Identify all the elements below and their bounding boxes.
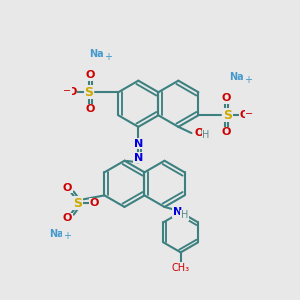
- Text: +: +: [244, 75, 252, 85]
- Text: S: S: [85, 86, 94, 99]
- Text: Na: Na: [230, 72, 244, 82]
- Text: N: N: [134, 153, 143, 163]
- Text: Na: Na: [49, 229, 63, 239]
- Text: O: O: [194, 128, 204, 138]
- Text: +: +: [103, 52, 112, 62]
- Text: N: N: [134, 139, 143, 149]
- Text: +: +: [63, 231, 71, 241]
- Text: O: O: [221, 93, 231, 103]
- Text: O: O: [68, 87, 77, 97]
- Text: S: S: [223, 109, 232, 122]
- Text: −: −: [245, 109, 253, 119]
- Text: O: O: [86, 70, 95, 80]
- Text: O: O: [86, 104, 95, 114]
- Text: O: O: [240, 110, 249, 120]
- Text: O: O: [90, 198, 99, 208]
- Text: −: −: [64, 86, 72, 96]
- Text: O: O: [63, 183, 72, 193]
- Text: N: N: [173, 207, 182, 217]
- Text: CH₃: CH₃: [172, 263, 190, 273]
- Text: H: H: [181, 210, 188, 220]
- Text: S: S: [73, 196, 82, 210]
- Text: H: H: [202, 130, 210, 140]
- Text: O: O: [63, 214, 72, 224]
- Text: Na: Na: [89, 49, 104, 59]
- Text: O: O: [221, 127, 231, 137]
